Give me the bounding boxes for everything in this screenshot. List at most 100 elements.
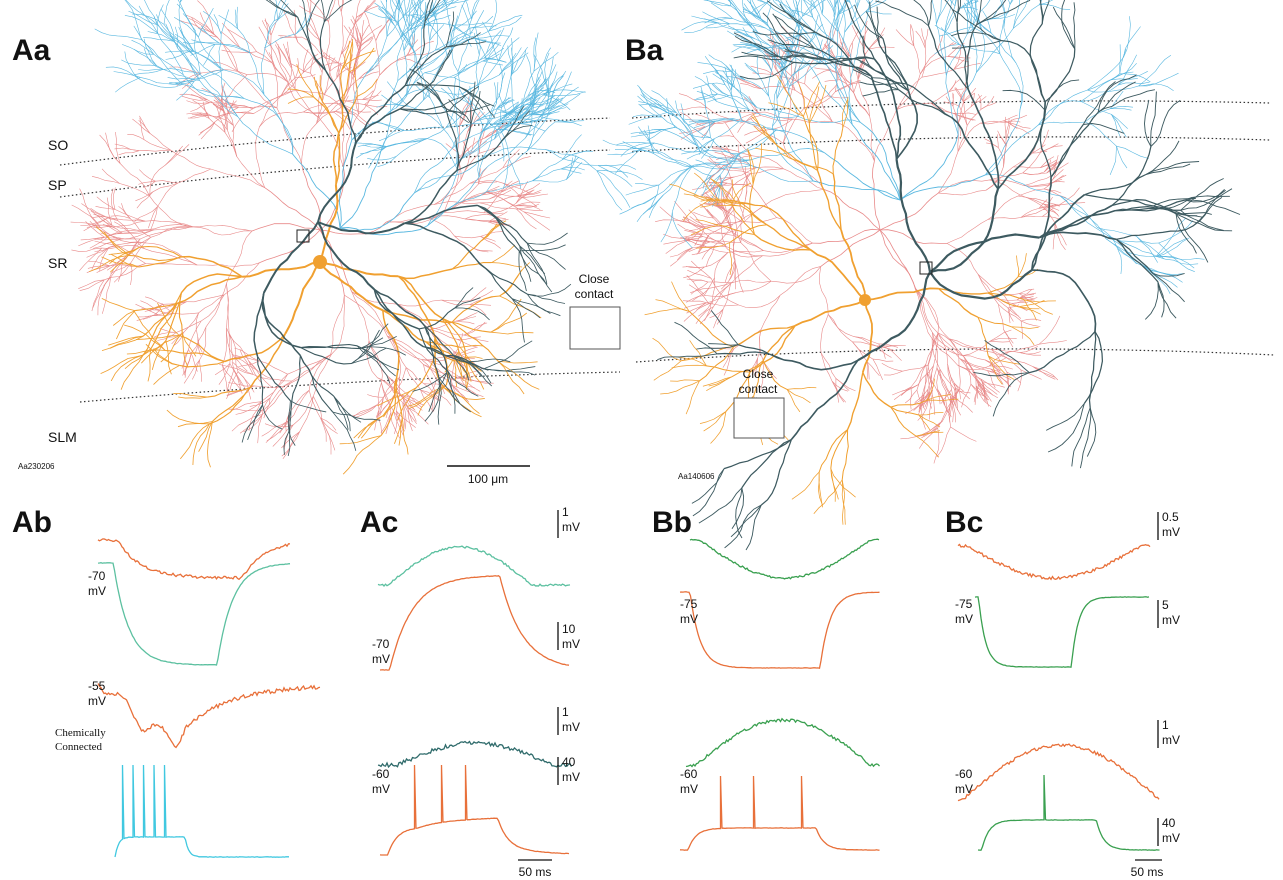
dendrite [654,361,681,381]
dendrite [144,140,171,151]
dendrite [192,360,199,380]
dendrite [357,346,390,384]
dendrite [1112,147,1151,206]
dendrite [430,219,454,237]
dendrite [115,132,120,164]
dendrite [192,114,208,115]
dendrite [555,122,582,126]
dendrite [472,0,483,19]
dendrite [777,218,813,244]
dendrite [597,170,643,179]
dendrite [291,64,310,73]
dendrite [769,96,785,132]
dendrite [153,183,178,192]
dendrite [1038,90,1087,125]
layer-label: SO [48,137,68,153]
dendrite [835,69,860,122]
dendrite [102,257,139,267]
dendrite [193,55,244,99]
dendrite [115,77,140,92]
dendrite [95,29,142,40]
dendrite [661,212,673,242]
dendrite [988,356,1002,385]
dendrite [827,65,861,122]
dendrite [377,156,396,166]
dendrite [795,300,865,326]
dendrite [690,340,707,366]
dendrite [386,2,387,37]
trace [958,744,1159,801]
dendrite [356,6,378,18]
dendrite [631,129,663,137]
dendrite [265,21,274,48]
scale-label: 50 ms [1131,865,1164,879]
dendrite [420,29,422,70]
dendrite [180,293,183,333]
dendrite [709,55,732,72]
dendrite [244,98,293,154]
dendrite [190,103,209,112]
dendrite [1023,152,1041,173]
dendrite [464,323,487,335]
panel-label: Bb [652,506,692,539]
dendrite [491,299,522,332]
inset-label: Close [743,367,774,381]
dendrite [404,223,474,257]
dendrite [964,103,967,126]
dendrite [356,109,400,143]
scale-label: 0.5 [1162,510,1179,524]
dendrite [503,156,531,168]
dendrite [1156,218,1186,257]
dendrite [120,184,150,197]
dendrite [931,92,949,103]
dendrite [835,0,836,15]
dendrite [870,116,875,161]
dendrite [200,360,202,382]
dendrite [787,387,816,389]
dendrite [499,63,503,97]
dendrite [708,303,738,306]
dendrite [259,27,272,47]
dendrite [405,85,459,87]
dendrite [1045,49,1075,102]
potential-label: mV [955,612,973,626]
dendrite [682,22,718,30]
dendrite [219,43,250,53]
dendrite [447,19,472,55]
dendrite [288,97,314,104]
dendrite [481,232,504,237]
dendrite [402,418,408,455]
dendrite [757,55,759,75]
dendrite [687,270,711,278]
dendrite [821,353,832,381]
dendrite [921,373,928,404]
dendrite [1085,175,1146,195]
dendrite [1124,16,1131,57]
dendrite [1017,256,1019,277]
dendrite [707,209,721,224]
dendrite [656,300,690,312]
dendrite [853,32,861,69]
dendrite [1030,24,1045,102]
dendrite [164,0,170,24]
panel-label: Aa [12,34,51,67]
dendrite [219,15,238,28]
dendrite [442,106,457,128]
dendrite [820,266,829,314]
dendrite [359,72,379,79]
dendrite [858,80,870,117]
dendrite [733,280,771,282]
dendrite [751,169,784,174]
dendrite [491,332,534,334]
dendrite [663,165,693,195]
cell-id: Aa140606 [678,472,715,481]
potential-label: -60 [955,767,973,781]
dendrite [1038,122,1085,125]
dendrite [911,364,926,387]
dendrite [137,192,153,208]
dendrite [536,64,556,89]
dendrite [999,344,1039,355]
dendrite [956,388,970,399]
dendrite [171,150,211,169]
